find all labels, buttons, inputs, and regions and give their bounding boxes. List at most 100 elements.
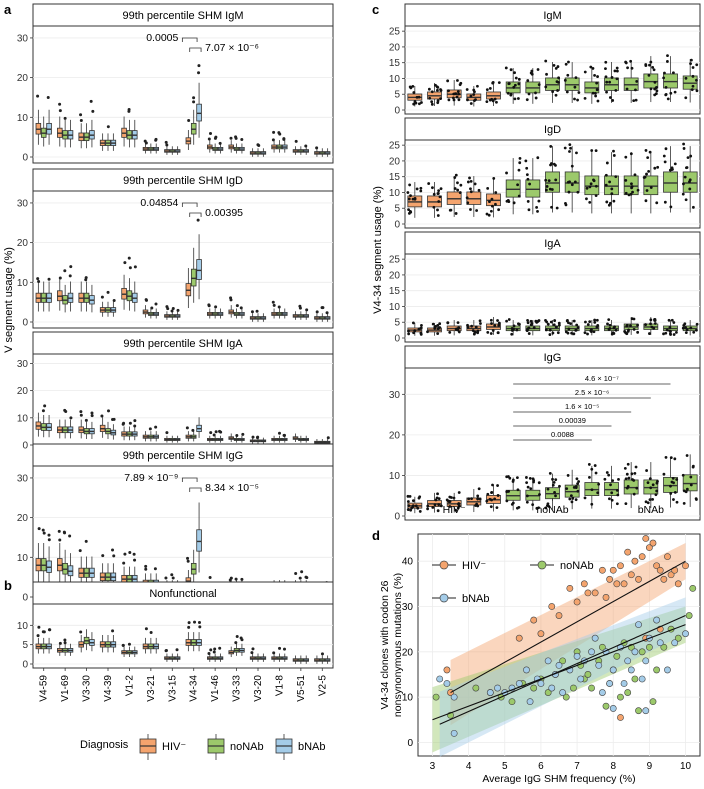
point-hiv: [537, 630, 545, 638]
c-point: [572, 319, 576, 323]
c-point: [573, 85, 577, 89]
c-point: [557, 80, 560, 84]
point-nonab: [562, 693, 570, 701]
box-V3-30-bnab-outlier: [89, 99, 93, 103]
box-V4-39-nonab-outlier: [106, 290, 110, 294]
box-V1-8-bnab-outlier: [282, 137, 286, 141]
c-point: [453, 176, 457, 179]
c-point: [456, 181, 459, 185]
c-point: [447, 89, 450, 93]
point-bnab: [609, 666, 617, 674]
c-point: [565, 90, 569, 94]
c-point: [605, 80, 609, 84]
box-V3-21-hiv-outlier: [144, 567, 148, 571]
c-point: [625, 323, 629, 327]
c-point: [555, 206, 559, 210]
c-point: [407, 208, 410, 211]
legend-title: Diagnosis: [80, 739, 129, 751]
box-V5-51-hiv-outlier: [294, 572, 298, 576]
d-legend-marker-bnab: [439, 593, 449, 603]
c-point: [436, 88, 439, 92]
c-point: [594, 471, 598, 475]
c-point: [565, 319, 569, 323]
c-point: [568, 497, 572, 501]
c-point: [419, 189, 423, 193]
box-V1-2-nonab-outlier: [127, 256, 131, 260]
c-point: [572, 486, 576, 489]
facet-0-tick-label: 0: [22, 153, 28, 164]
c-point: [495, 100, 498, 104]
c-point: [663, 160, 667, 164]
c-point: [526, 318, 529, 322]
c-point: [491, 483, 494, 487]
c-point: [486, 492, 490, 496]
c-point: [585, 186, 589, 190]
d-legend-marker-nonab: [537, 560, 547, 570]
nf-box-V3-20-hiv-outlier: [250, 651, 254, 655]
c-point: [672, 498, 675, 501]
c-box-IgD-12: [643, 175, 659, 196]
box-V5-51-nonab-outlier: [298, 576, 302, 580]
c-point: [685, 487, 689, 491]
point-hiv: [617, 714, 624, 721]
c-point: [488, 98, 492, 102]
c-point: [497, 324, 501, 327]
nf-box-V3-33-nonab-outlier: [235, 635, 239, 639]
x-tick-label-V4-39: V4-39: [103, 675, 114, 702]
box-V1-2-nonab-outlier: [128, 550, 132, 554]
nf-box-V1-69-nonab-outlier: [63, 638, 67, 642]
c-point: [544, 85, 548, 89]
point-bnab: [588, 648, 595, 656]
c-point: [436, 332, 440, 336]
nf-box-V4-34-hiv-outlier: [187, 625, 191, 629]
c-point: [550, 205, 553, 209]
c-comparison-pvalue-1: 0.00039: [559, 416, 586, 425]
point-hiv: [642, 535, 650, 542]
c-point: [568, 150, 571, 153]
c-point: [608, 323, 612, 327]
c-point: [545, 72, 548, 76]
c-point: [613, 325, 616, 329]
x-tick-label-V3-21: V3-21: [146, 675, 157, 702]
c-point: [557, 76, 560, 80]
nf-box-V1-8-bnab-outlier: [282, 647, 286, 651]
c-point: [411, 504, 415, 508]
point-bnab: [577, 675, 585, 683]
c-point: [648, 332, 651, 335]
c-point: [636, 330, 640, 334]
c-point: [689, 62, 692, 66]
box-V1-46-hiv-outlier: [208, 575, 212, 579]
c-point: [515, 506, 519, 510]
point-nonab: [508, 698, 516, 706]
c-point: [695, 322, 699, 326]
c-point: [614, 175, 618, 179]
c-point: [427, 87, 431, 91]
c-point: [526, 200, 530, 203]
c-point: [625, 472, 629, 476]
point-nonab: [584, 671, 592, 678]
c-point: [673, 162, 677, 166]
c-point: [685, 166, 688, 170]
box-V2-5-hiv-outlier: [315, 146, 319, 150]
c-point: [632, 317, 636, 321]
point-bnab: [436, 675, 444, 683]
c-point: [512, 324, 516, 328]
c-facet-2-tick-label: 10: [389, 302, 401, 313]
point-hiv: [620, 580, 628, 588]
c-point: [606, 322, 609, 326]
box-V1-46-hiv-outlier: [207, 137, 211, 141]
c-point: [530, 72, 534, 76]
c-point: [623, 467, 627, 470]
c-point: [527, 92, 531, 96]
c-point: [477, 487, 481, 491]
nf-box-V2-5-nonab-outlier: [320, 652, 324, 656]
facet-0-tick-label: 30: [17, 33, 29, 44]
c-point: [413, 100, 417, 104]
c-point: [474, 504, 477, 507]
c-point: [663, 71, 666, 75]
point-nonab: [660, 643, 668, 651]
c-point: [469, 179, 473, 183]
c-point: [605, 200, 609, 204]
nf-box-V1-8-hiv-outlier: [272, 651, 276, 655]
c-point: [465, 196, 469, 200]
